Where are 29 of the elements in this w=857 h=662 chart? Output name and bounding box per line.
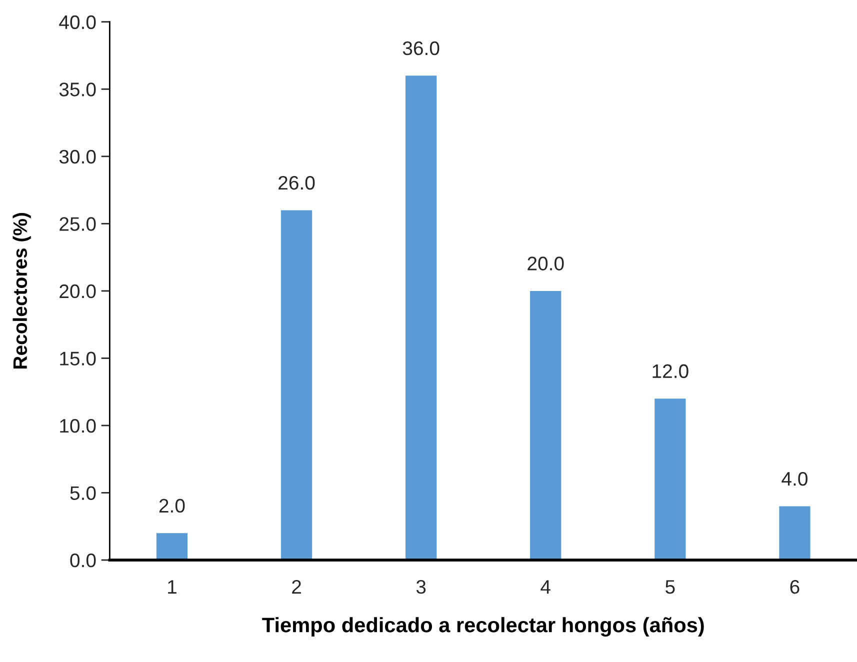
y-tick-label: 35.0 bbox=[59, 82, 96, 96]
bar bbox=[156, 533, 188, 560]
data-label: 20.0 bbox=[528, 256, 564, 270]
data-label: 12.0 bbox=[652, 364, 688, 378]
y-tick-label: 40.0 bbox=[59, 15, 96, 30]
bar bbox=[406, 76, 437, 560]
y-tick-label: 0.0 bbox=[70, 554, 96, 568]
y-tick-label: 20.0 bbox=[60, 284, 96, 298]
y-axis-title: Recolectores (%) bbox=[12, 213, 31, 369]
bar bbox=[280, 210, 312, 560]
data-label: 4.0 bbox=[782, 472, 808, 486]
x-tick-label: 6 bbox=[790, 580, 800, 594]
data-label: 36.0 bbox=[402, 41, 440, 56]
bar bbox=[654, 398, 686, 560]
y-tick-label: 10.0 bbox=[60, 418, 96, 433]
x-tick-label: 5 bbox=[666, 580, 675, 594]
y-tick-label: 25.0 bbox=[60, 217, 96, 231]
x-tick-label: 2 bbox=[292, 580, 301, 594]
x-tick-label: 4 bbox=[540, 580, 550, 594]
x-tick-label: 1 bbox=[168, 580, 176, 594]
data-label: 26.0 bbox=[278, 176, 315, 190]
x-tick-label: 3 bbox=[416, 580, 426, 594]
bar bbox=[530, 290, 562, 560]
y-tick-label: 30.0 bbox=[59, 150, 96, 164]
bar bbox=[779, 506, 810, 560]
data-label: 2.0 bbox=[159, 498, 185, 513]
y-tick-label: 15.0 bbox=[60, 352, 96, 366]
y-tick-label: 5.0 bbox=[70, 486, 96, 500]
x-axis-title: Tiempo dedicado a recolectar hongos (años) bbox=[262, 617, 704, 637]
